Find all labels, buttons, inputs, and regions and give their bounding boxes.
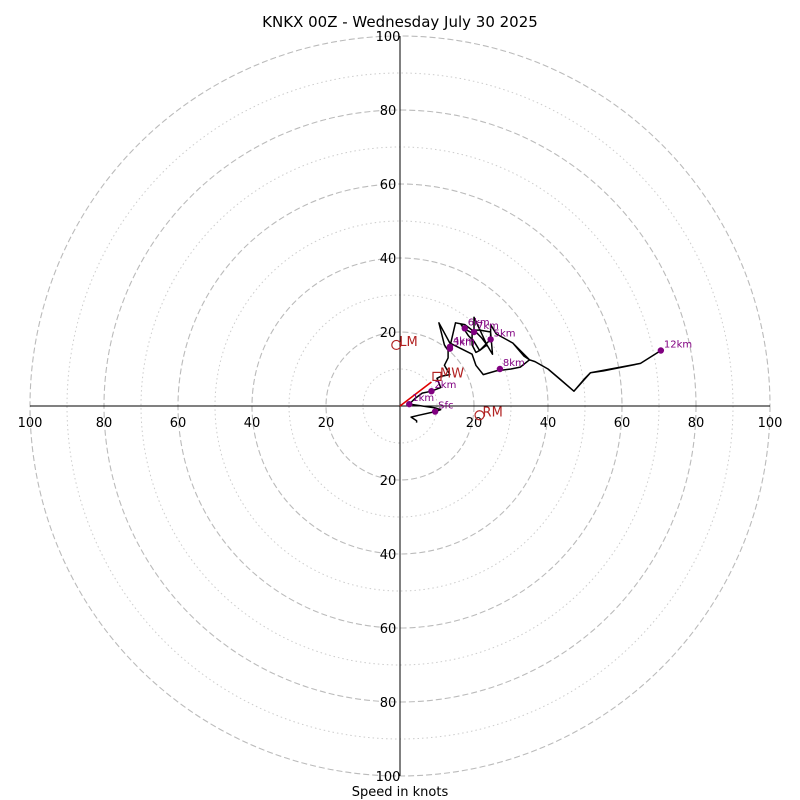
storm-motion-marker-lm <box>391 339 402 351</box>
height-label-8km: 8km <box>503 358 525 369</box>
storm-motion-marker-mw <box>432 371 442 381</box>
height-marker-7km <box>470 328 478 336</box>
height-label-6km: 6km <box>468 317 490 328</box>
storm-motion-label-rm: RM <box>483 405 503 420</box>
height-marker-1km <box>406 400 413 408</box>
mean-wind-vector <box>399 381 432 407</box>
x-tick-label-left-60: 60 <box>170 416 187 431</box>
height-label-sfc: Sfc <box>438 401 453 412</box>
storm-motion-markers: LM RM MW <box>391 335 503 421</box>
height-label-12km: 12km <box>664 340 692 351</box>
y-tick-label-bottom-60: 60 <box>380 622 397 637</box>
x-tick-label-left-20: 20 <box>318 416 335 431</box>
height-marker-5km <box>487 336 494 343</box>
y-tick-label-bottom-100: 100 <box>376 770 401 785</box>
storm-motion-label-mw: MW <box>440 366 464 381</box>
y-tick-label-top-20: 20 <box>380 326 397 341</box>
y-tick-label-top-80: 80 <box>380 104 397 119</box>
height-marker-8km <box>496 365 504 373</box>
x-tick-label-right-60: 60 <box>614 416 631 431</box>
height-label-2km: 2km <box>434 380 456 391</box>
height-marker-2km <box>428 388 435 395</box>
y-tick-label-bottom-40: 40 <box>380 548 397 563</box>
height-marker-sfc <box>431 408 439 415</box>
tick-labels: 20 20 20 20 40 40 40 40 60 60 60 60 80 80 80 80 100 100 10… <box>18 30 783 785</box>
chart-title: KNKX 00Z - Wednesday July 30 2025 <box>262 13 538 31</box>
y-tick-label-top-100: 100 <box>376 30 401 45</box>
y-tick-label-bottom-80: 80 <box>380 696 397 711</box>
storm-motion-label-lm: LM <box>399 335 417 350</box>
x-tick-label-right-40: 40 <box>540 416 557 431</box>
y-tick-label-top-60: 60 <box>380 178 397 193</box>
x-axis-label: Speed in knots <box>352 785 449 800</box>
height-marker-12km <box>657 347 665 354</box>
x-tick-label-right-100: 100 <box>758 416 783 431</box>
x-tick-label-right-20: 20 <box>466 416 483 431</box>
x-tick-label-left-80: 80 <box>96 416 113 431</box>
height-label-7km: 7km <box>477 321 499 332</box>
height-label-3km: 3km <box>453 338 475 349</box>
height-marker-6km <box>461 325 468 332</box>
hodograph-trace <box>399 316 662 423</box>
height-marker-4km <box>446 343 454 350</box>
storm-motion-marker-rm <box>474 410 485 421</box>
hodograph-line <box>408 316 662 423</box>
height-label-1km: 1km <box>412 393 434 404</box>
x-tick-label-right-80: 80 <box>688 416 705 431</box>
x-tick-label-left-40: 40 <box>244 416 261 431</box>
x-tick-label-left-100: 100 <box>18 416 43 431</box>
height-label-5km: 5km <box>494 328 516 339</box>
y-tick-label-bottom-20: 20 <box>380 474 397 489</box>
height-label-4km: 4km <box>453 336 475 347</box>
y-tick-label-top-40: 40 <box>380 252 397 267</box>
